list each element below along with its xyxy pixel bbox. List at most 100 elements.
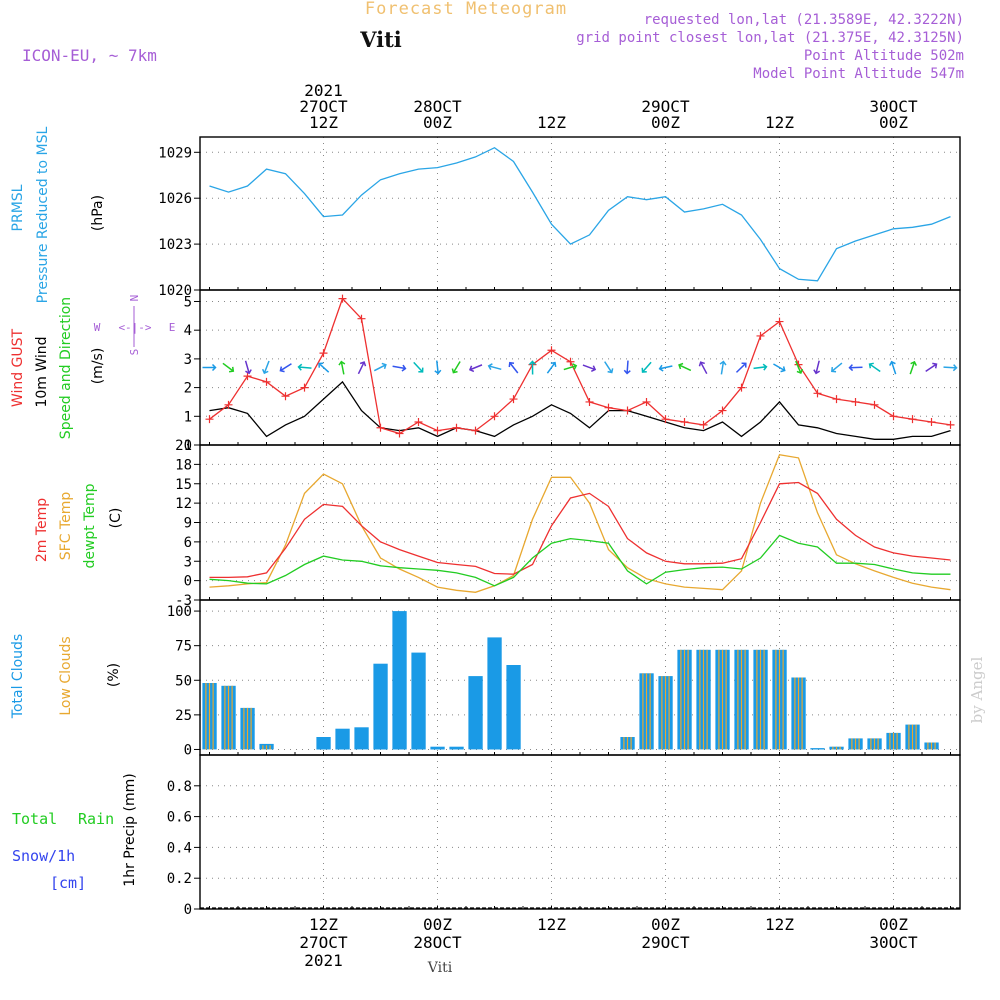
wind-arrow: [508, 361, 519, 374]
y-tick-label: 4: [184, 323, 192, 339]
pressure-label-prmsl: PRMSL: [10, 184, 26, 231]
gust-marker: [889, 412, 898, 421]
y-tick-label: 0.2: [167, 871, 192, 887]
precip-total-label: Total: [12, 810, 57, 828]
wind-arrow-shape: [909, 360, 917, 375]
y-tick-label: 0: [184, 438, 192, 454]
wind-arrow: [623, 360, 631, 375]
gust-marker: [680, 418, 689, 427]
wind-gust-line: [209, 297, 951, 435]
y-tick-label: 18: [175, 457, 192, 473]
wind-arrow-shape: [508, 361, 519, 374]
bottom-time-label: 12Z: [537, 915, 566, 934]
wind-arrow: [487, 363, 502, 371]
gust-marker: [395, 429, 404, 438]
clouds-unit: (%): [106, 663, 122, 687]
gust-marker: [224, 400, 233, 409]
compass-north: N: [128, 295, 141, 302]
wind-arrow-shape: [338, 360, 346, 375]
wind-arrow-shape: [813, 360, 821, 375]
gust-marker: [832, 395, 841, 404]
y-tick-label: 0: [184, 742, 192, 758]
gust-marker: [319, 349, 328, 358]
sfc-temp-line: [209, 453, 951, 593]
wind-arrow: [719, 360, 727, 375]
top-time-label: 12Z: [309, 113, 338, 132]
top-time-label: 29OCT: [641, 97, 690, 116]
pressure-label-msl: Pressure Reduced to MSL: [35, 126, 51, 303]
top-time-label: 2021: [304, 81, 343, 100]
series-lines: [200, 146, 960, 909]
grid-point-coords: grid point closest lon,lat (21.375E, 42.…: [576, 30, 964, 46]
wind-arrow: [222, 362, 235, 373]
total-cloud-bar: [430, 746, 445, 750]
top-time-label: 00Z: [651, 113, 680, 132]
wind-arrow-shape: [719, 360, 727, 375]
gust-marker: [414, 418, 423, 427]
bottom-time-label: 2021: [304, 951, 343, 970]
gust-marker: [642, 397, 651, 406]
gust-marker: [357, 314, 366, 323]
y-tick-label: 100: [167, 604, 192, 620]
bottom-time-label: 12Z: [765, 915, 794, 934]
gust-marker: [433, 426, 442, 435]
wind-arrow-shape: [297, 363, 312, 371]
model-altitude: Model Point Altitude 547m: [753, 66, 964, 82]
wind-arrow: [868, 362, 881, 373]
wind-arrow-shape: [753, 363, 768, 371]
bottom-time-label: 00Z: [423, 915, 452, 934]
precip-rain-label: Rain: [78, 810, 114, 828]
gust-marker: [623, 406, 632, 415]
y-tick-label: 0: [184, 902, 192, 918]
wind-arrow: [528, 360, 536, 375]
gust-marker: [946, 420, 955, 429]
pressure-unit: (hPa): [90, 195, 106, 231]
y-tick-label: 9: [184, 516, 192, 532]
axis-ticks: 1029102610231020543210211815129630-31007…: [158, 145, 951, 918]
y-tick-label: 3: [184, 352, 192, 368]
total-cloud-bar: [506, 665, 521, 750]
gust-marker: [243, 372, 252, 381]
wind-arrow-shape: [678, 362, 692, 372]
wind-arrow: [848, 364, 863, 372]
gust-marker: [490, 412, 499, 421]
chart-title: Forecast Meteogram: [365, 0, 567, 19]
bottom-time-label: 00Z: [879, 915, 908, 934]
gust-marker: [376, 423, 385, 432]
y-tick-label: 21: [175, 438, 192, 454]
top-time-label: 12Z: [537, 113, 566, 132]
gust-marker: [205, 415, 214, 424]
gust-marker: [775, 317, 784, 326]
y-tick-label: 0.6: [167, 810, 192, 826]
wind-arrow-shape: [468, 364, 483, 373]
wind-arrow: [604, 361, 614, 374]
total-cloud-bar: [411, 652, 426, 750]
y-tick-label: 1020: [158, 283, 192, 299]
top-time-label: 12Z: [765, 113, 794, 132]
wind-10m-line: [209, 380, 951, 440]
top-time-label: 27OCT: [299, 97, 348, 116]
total-clouds-label: Total Clouds: [10, 634, 26, 719]
gust-marker: [699, 420, 708, 429]
total-cloud-bar: [373, 663, 388, 750]
gust-marker: [851, 397, 860, 406]
temp-unit: (C): [108, 508, 124, 529]
wind-arrow: [279, 363, 292, 373]
gridlines: [200, 137, 960, 910]
wind-arrow: [413, 361, 424, 373]
total-cloud-bar: [468, 676, 483, 750]
wind-arrow: [261, 360, 270, 375]
credit-watermark: by Angel: [968, 656, 986, 723]
wind-arrow: [434, 360, 442, 375]
panel-frame-pressure: [199, 136, 961, 291]
top-time-label: 30OCT: [869, 97, 918, 116]
total-cloud-bar: [392, 611, 407, 750]
wind-arrow: [909, 360, 917, 375]
gust-marker: [547, 346, 556, 355]
wind-arrow: [297, 363, 312, 371]
gust-marker: [566, 357, 575, 366]
compass-east: E: [169, 321, 176, 334]
wind-arrow: [889, 360, 897, 375]
temp-2m-line: [209, 481, 951, 579]
gust-marker: [262, 377, 271, 386]
